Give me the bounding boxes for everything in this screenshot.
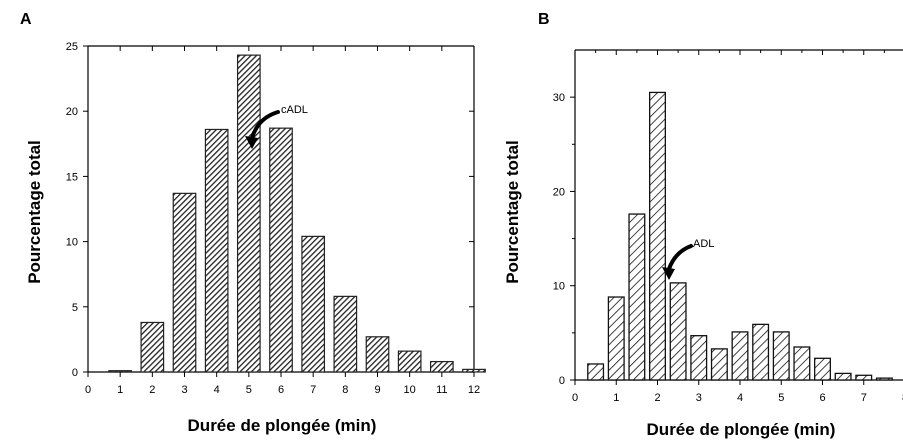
x-tick-label-a: 10 <box>404 384 416 396</box>
y-axis-label-a: Pourcentage total <box>25 140 44 284</box>
chart-panel-a: A 0 1 2 3 4 5 6 7 8 9 10 11 12 0 5 10 15 20 25 cADL Pourcen… <box>20 11 486 435</box>
x-tick-label-a: 5 <box>246 384 252 396</box>
x-tick-label-a: 8 <box>342 384 348 396</box>
x-tick-label-a: 2 <box>149 384 155 396</box>
x-tick-label-b: 8 <box>902 392 903 404</box>
x-tick-label-b: 0 <box>572 392 578 404</box>
bar-a <box>365 336 390 373</box>
y-tick-label-a: 15 <box>66 171 78 183</box>
x-tick-label-b: 7 <box>861 392 867 404</box>
y-tick-label-b: 20 <box>553 186 565 198</box>
bar-b <box>875 377 893 381</box>
bar-b <box>752 323 770 381</box>
bar-b <box>793 346 811 381</box>
x-tick-label-a: 7 <box>310 384 316 396</box>
x-tick-label-a: 1 <box>117 384 123 396</box>
annotation-arrow-b <box>667 244 693 271</box>
bar-b <box>814 357 831 381</box>
bar-a <box>140 321 165 373</box>
x-tick-label-a: 4 <box>214 384 220 396</box>
bar-a <box>333 295 358 373</box>
x-tick-label-b: 1 <box>613 392 619 404</box>
bar-a <box>236 54 261 373</box>
bar-a <box>269 127 293 373</box>
x-tick-label-a: 6 <box>278 384 284 396</box>
x-axis-label-a: Durée de plongée (min) <box>188 416 377 435</box>
bar-b <box>855 374 873 381</box>
x-tick-label-b: 6 <box>819 392 825 404</box>
annotation-label-b: ADL <box>693 238 714 250</box>
bar-b <box>772 331 790 381</box>
annotation-arrowhead-a <box>245 136 258 149</box>
x-tick-label-b: 3 <box>696 392 702 404</box>
y-tick-label-b: 10 <box>553 281 565 293</box>
panel-letter-a: A <box>20 11 32 28</box>
y-tick-label-a: 25 <box>66 41 78 53</box>
x-tick-label-a: 0 <box>85 384 91 396</box>
bar-a <box>301 235 326 373</box>
bar-b <box>607 296 625 381</box>
y-tick-label-a: 0 <box>72 367 78 379</box>
bar-b <box>731 331 749 381</box>
x-axis-label-b: Durée de plongée (min) <box>647 420 836 439</box>
chart-b-svg: B 0123456780102030ADL Pourcentage total … <box>503 11 903 439</box>
x-tick-label-a: 12 <box>468 384 480 396</box>
x-tick-label-a: 11 <box>436 384 447 396</box>
annotation-label-a: cADL <box>281 104 308 116</box>
bar-a <box>429 360 454 373</box>
bar-b <box>669 282 687 381</box>
bar-b <box>690 335 708 381</box>
y-tick-label-b: 30 <box>553 92 565 104</box>
y-axis-label-b: Pourcentage total <box>503 140 522 284</box>
bar-a <box>204 128 229 373</box>
x-tick-label-b: 2 <box>654 392 660 404</box>
x-tick-label-b: 4 <box>737 392 743 404</box>
bar-a <box>172 192 197 373</box>
y-tick-label-a: 20 <box>66 106 78 118</box>
panel-letter-b: B <box>538 11 550 28</box>
bar-b <box>710 348 728 381</box>
y-tick-label-a: 10 <box>66 237 78 249</box>
bar-b <box>628 213 646 381</box>
x-tick-label-a: 3 <box>181 384 187 396</box>
x-tick-label-b: 5 <box>778 392 784 404</box>
y-tick-label-a: 5 <box>72 302 78 314</box>
annotation-arrow-a <box>250 110 280 140</box>
bar-a <box>397 350 422 373</box>
x-tick-label-a: 9 <box>374 384 380 396</box>
chart-panel-b: B 0123456780102030ADL Pourcentage total … <box>495 0 903 443</box>
bar-a <box>108 370 133 373</box>
plot-area-b: 0 1 2 3 4 5 6 7 8 0 10 20 30 ADL <box>553 49 903 404</box>
bar-b <box>649 91 666 381</box>
bar-b <box>587 363 605 381</box>
y-tick-label-b: 0 <box>559 375 565 387</box>
annotation-arrowhead-b <box>662 267 675 280</box>
bar-b <box>834 372 852 381</box>
